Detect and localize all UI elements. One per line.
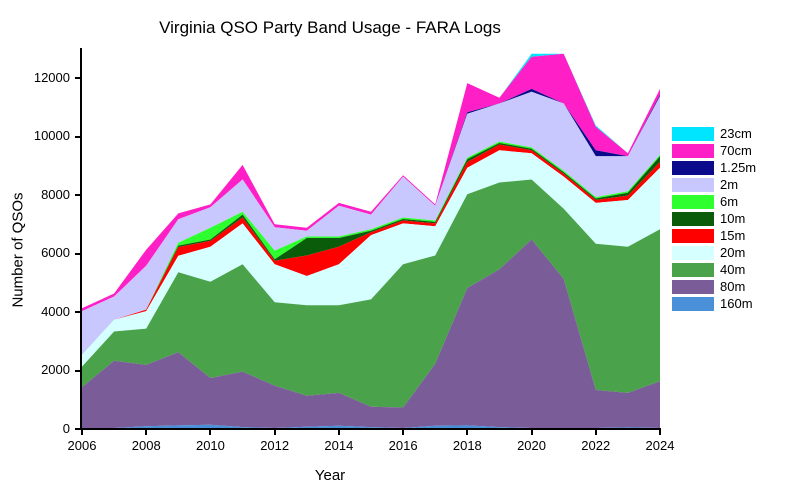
x-tick-mark bbox=[81, 428, 83, 435]
y-tick-label: 0 bbox=[63, 421, 70, 436]
x-tick-mark bbox=[145, 428, 147, 435]
x-tick-mark bbox=[274, 428, 276, 435]
x-axis-label: Year bbox=[0, 467, 660, 484]
legend-label: 6m bbox=[720, 194, 738, 209]
legend-swatch bbox=[672, 161, 714, 175]
y-tick-mark bbox=[75, 253, 82, 255]
legend-swatch bbox=[672, 212, 714, 226]
legend-item-23cm: 23cm bbox=[672, 126, 756, 141]
legend-swatch bbox=[672, 263, 714, 277]
y-tick-label: 8000 bbox=[41, 187, 70, 202]
y-axis-line bbox=[80, 48, 82, 430]
y-tick-mark bbox=[75, 311, 82, 313]
plot-area bbox=[82, 48, 660, 428]
x-tick-label: 2018 bbox=[442, 438, 492, 453]
y-tick-mark bbox=[75, 77, 82, 79]
legend-item-70cm: 70cm bbox=[672, 143, 756, 158]
x-tick-label: 2022 bbox=[571, 438, 621, 453]
legend-swatch bbox=[672, 178, 714, 192]
legend-swatch bbox=[672, 144, 714, 158]
chart-title: Virginia QSO Party Band Usage - FARA Log… bbox=[0, 18, 660, 38]
legend-label: 160m bbox=[720, 296, 753, 311]
y-tick-mark bbox=[75, 370, 82, 372]
chart-container: Virginia QSO Party Band Usage - FARA Log… bbox=[0, 0, 800, 500]
y-axis-label: Number of QSOs bbox=[10, 192, 27, 307]
stacked-area-svg bbox=[82, 48, 660, 428]
y-tick-mark bbox=[75, 136, 82, 138]
x-tick-label: 2016 bbox=[378, 438, 428, 453]
legend-swatch bbox=[672, 246, 714, 260]
x-tick-mark bbox=[402, 428, 404, 435]
legend-label: 23cm bbox=[720, 126, 752, 141]
legend-swatch bbox=[672, 195, 714, 209]
x-tick-label: 2010 bbox=[185, 438, 235, 453]
legend-label: 70cm bbox=[720, 143, 752, 158]
x-tick-mark bbox=[531, 428, 533, 435]
x-tick-label: 2006 bbox=[57, 438, 107, 453]
x-tick-mark bbox=[595, 428, 597, 435]
legend-label: 1.25m bbox=[720, 160, 756, 175]
y-tick-label: 6000 bbox=[41, 245, 70, 260]
y-tick-label: 10000 bbox=[34, 128, 70, 143]
legend-item-20m: 20m bbox=[672, 245, 756, 260]
y-tick-label: 4000 bbox=[41, 304, 70, 319]
legend-item-160m: 160m bbox=[672, 296, 756, 311]
legend-swatch bbox=[672, 280, 714, 294]
x-tick-label: 2008 bbox=[121, 438, 171, 453]
legend: 23cm 70cm 1.25m 2m 6m 10m 15m 20m 40m 80m 160m bbox=[672, 126, 756, 313]
legend-item-1.25m: 1.25m bbox=[672, 160, 756, 175]
x-axis-line bbox=[82, 428, 660, 430]
legend-label: 40m bbox=[720, 262, 745, 277]
x-tick-label: 2012 bbox=[250, 438, 300, 453]
legend-item-80m: 80m bbox=[672, 279, 756, 294]
legend-item-40m: 40m bbox=[672, 262, 756, 277]
y-tick-label: 2000 bbox=[41, 362, 70, 377]
y-tick-label: 12000 bbox=[34, 70, 70, 85]
x-tick-label: 2014 bbox=[314, 438, 364, 453]
legend-label: 15m bbox=[720, 228, 745, 243]
legend-item-10m: 10m bbox=[672, 211, 756, 226]
legend-swatch bbox=[672, 229, 714, 243]
legend-swatch bbox=[672, 127, 714, 141]
legend-label: 20m bbox=[720, 245, 745, 260]
x-tick-label: 2024 bbox=[635, 438, 685, 453]
x-tick-label: 2020 bbox=[507, 438, 557, 453]
y-tick-mark bbox=[75, 194, 82, 196]
x-tick-mark bbox=[338, 428, 340, 435]
legend-swatch bbox=[672, 297, 714, 311]
legend-item-2m: 2m bbox=[672, 177, 756, 192]
x-tick-mark bbox=[209, 428, 211, 435]
legend-item-15m: 15m bbox=[672, 228, 756, 243]
x-tick-mark bbox=[466, 428, 468, 435]
legend-label: 10m bbox=[720, 211, 745, 226]
legend-label: 80m bbox=[720, 279, 745, 294]
legend-item-6m: 6m bbox=[672, 194, 756, 209]
x-tick-mark bbox=[659, 428, 661, 435]
legend-label: 2m bbox=[720, 177, 738, 192]
